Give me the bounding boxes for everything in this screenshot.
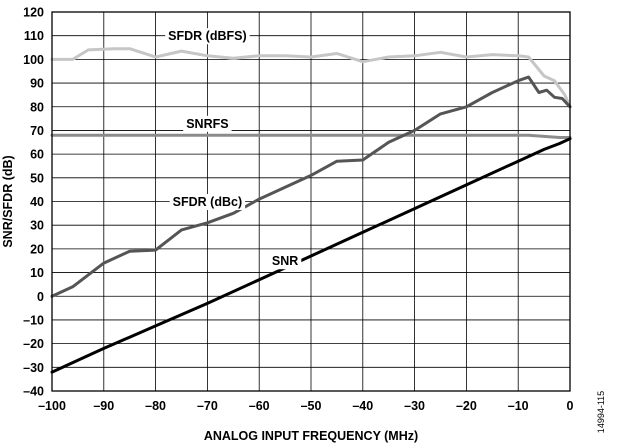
annotation-snr: SNR: [272, 254, 298, 268]
y-tick-label: 0: [37, 290, 44, 304]
y-tick-label: 20: [30, 242, 44, 256]
x-axis-label: ANALOG INPUT FREQUENCY (MHz): [204, 429, 418, 443]
x-tick-label: –60: [249, 399, 270, 413]
annotation-background: [268, 253, 302, 270]
x-tick-label: 0: [567, 399, 574, 413]
x-tick-label: –40: [352, 399, 373, 413]
plot-frame: [51, 11, 571, 392]
annotation-background: [165, 28, 250, 45]
x-tick-label: –90: [93, 399, 114, 413]
y-tick-label: 100: [23, 53, 44, 67]
x-tick-label: –10: [508, 399, 529, 413]
series-lines: [50, 47, 572, 374]
x-tick-labels: –100 –90 –80 –70 –60 –50 –40 –30 –20 –10 0: [38, 399, 573, 413]
x-tick-label: –70: [197, 399, 218, 413]
y-tick-label: 50: [30, 171, 44, 185]
series-annotations: SFDR (dBFS) SNRFS SFDR (dBc) SNR: [165, 28, 302, 270]
y-tick-label: 90: [30, 77, 44, 91]
annotation-background: [169, 194, 246, 210]
series-line-sfdr-dbfs: [50, 47, 572, 109]
series-line-sfdr-dbc: [50, 75, 572, 298]
grid: [51, 11, 571, 392]
y-tick-label: –20: [23, 337, 44, 351]
annotation-background: [183, 115, 232, 132]
y-tick-label: 30: [30, 219, 44, 233]
y-tick-label: 70: [30, 124, 44, 138]
x-tick-label: –100: [38, 399, 66, 413]
y-tick-label: –10: [23, 313, 44, 327]
series-line-snrfs: [50, 133, 572, 139]
annotation-snrfs: SNRFS: [186, 117, 228, 131]
x-tick-label: –50: [301, 399, 322, 413]
y-axis-label: SNR/SFDR (dB): [1, 155, 15, 247]
series-line-snr: [50, 137, 572, 374]
figure-id: 14994-115: [596, 391, 606, 433]
x-tick-label: –80: [145, 399, 166, 413]
x-tick-label: –30: [404, 399, 425, 413]
y-tick-label: –30: [23, 361, 44, 375]
x-tick-label: –20: [456, 399, 477, 413]
annotation-sfdr-dbc: SFDR (dBc): [173, 195, 242, 209]
y-tick-label: 60: [30, 148, 44, 162]
y-tick-label: 120: [23, 6, 44, 20]
y-tick-label: 40: [30, 195, 44, 209]
y-tick-label: –40: [23, 385, 44, 399]
y-tick-label: 10: [30, 266, 44, 280]
annotation-sfdr-dbfs: SFDR (dBFS): [168, 29, 246, 43]
y-tick-labels: –40 –30 –20 –10 0 10 20 30 40 50 60 70 80 90 100 110 120: [23, 6, 44, 399]
y-tick-label: 110: [24, 29, 44, 43]
y-tick-label: 80: [30, 100, 44, 114]
